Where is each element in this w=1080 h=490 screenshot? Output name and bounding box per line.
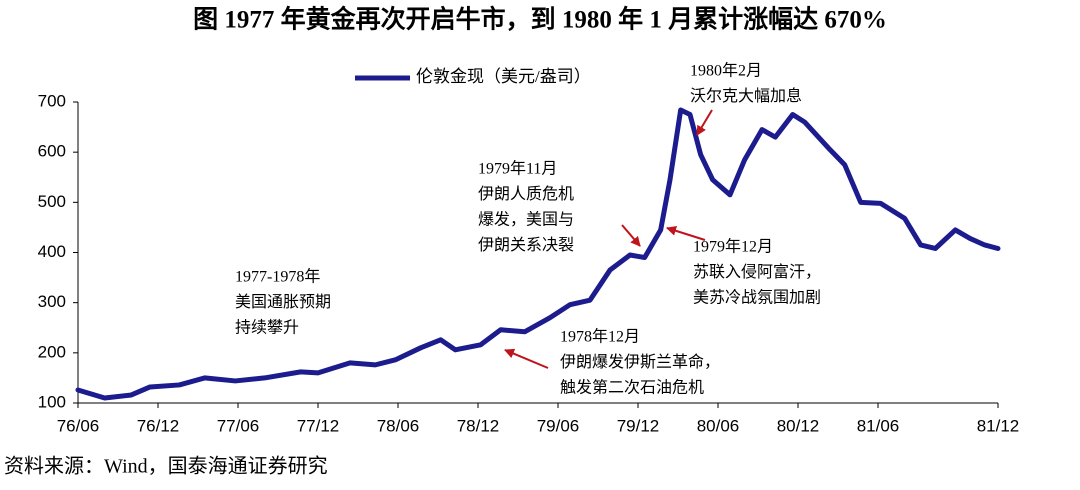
annotation: 苏联入侵阿富汗， [693, 263, 821, 281]
x-tick-label: 77/12 [297, 416, 340, 435]
annotation: 1980年2月 [690, 62, 762, 80]
x-tick-label: 80/06 [697, 416, 740, 435]
annotation-arrow [696, 109, 713, 136]
annotation: 美国通胀预期 [235, 293, 331, 311]
x-tick-label: 81/06 [857, 416, 900, 435]
annotation-arrow [666, 225, 706, 241]
x-tick-label: 76/06 [57, 416, 100, 435]
chart-title: 图 1977 年黄金再次开启牛市，到 1980 年 1 月累计涨幅达 670% [193, 5, 887, 34]
annotation: 沃尔克大幅加息 [690, 87, 802, 105]
annotation: 伊朗爆发伊斯兰革命， [560, 352, 720, 371]
annotation: 1979年11月 [478, 160, 557, 178]
annotation: 触发第二次石油危机 [560, 379, 704, 397]
annotation: 1977-1978年 [235, 268, 320, 286]
annotation-arrow [621, 224, 641, 247]
y-tick-label: 700 [38, 91, 66, 110]
x-tick-label: 76/12 [137, 416, 180, 435]
y-tick-label: 200 [38, 342, 66, 361]
x-tick-label: 79/06 [537, 416, 580, 435]
x-tick-label: 81/12 [977, 416, 1020, 435]
annotation: 爆发，美国与 [478, 210, 574, 229]
x-tick-label: 78/06 [377, 416, 420, 435]
y-tick-label: 500 [38, 192, 66, 211]
annotation-arrow [504, 348, 549, 369]
x-tick-label: 78/12 [457, 416, 500, 435]
annotation: 美苏冷战氛围加剧 [693, 289, 821, 307]
legend-label: 伦敦金现（美元/盎司） [416, 67, 591, 86]
x-tick-label: 80/12 [777, 416, 820, 435]
annotation: 伊朗人质危机 [478, 185, 574, 203]
annotation: 1978年12月 [560, 328, 640, 346]
y-tick-label: 100 [38, 392, 66, 411]
y-tick-label: 300 [38, 292, 66, 311]
x-tick-label: 79/12 [617, 416, 660, 435]
y-tick-label: 400 [38, 242, 66, 261]
y-tick-label: 600 [38, 142, 66, 161]
series-line [75, 107, 1001, 401]
annotation: 1979年12月 [693, 238, 773, 256]
source: 资料来源：Wind，国泰海通证券研究 [4, 455, 328, 478]
annotation: 伊朗关系决裂 [478, 236, 574, 254]
x-tick-label: 77/06 [217, 416, 260, 435]
annotation: 持续攀升 [235, 319, 299, 337]
